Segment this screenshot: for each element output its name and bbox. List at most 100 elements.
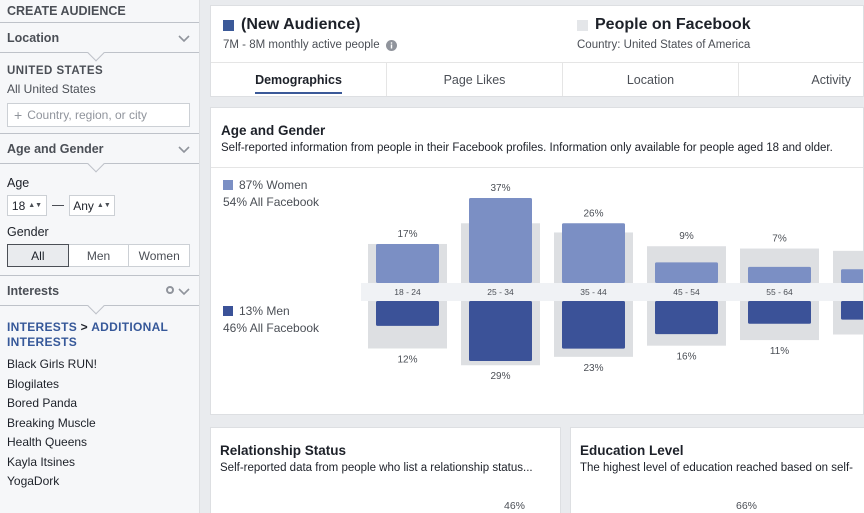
age-min-value: 18: [11, 198, 26, 213]
chevron-down-icon[interactable]: [177, 31, 191, 45]
create-audience-header: CREATE AUDIENCE: [7, 4, 126, 18]
interest-item[interactable]: Bored Panda: [7, 396, 78, 410]
education-card: Education Level The highest level of edu…: [570, 427, 864, 513]
tick-label: 18 - 24: [394, 287, 421, 297]
age-gender-body: Age 18 ▲▼ Any ▲▼ Gender All Men Women: [0, 164, 199, 273]
relationship-card: Relationship Status Self-reported data f…: [210, 427, 561, 513]
gender-label: Gender: [7, 225, 49, 239]
tab-location[interactable]: Location: [563, 63, 739, 96]
location-section-label: Location: [7, 30, 60, 45]
interest-list: Black Girls RUN! Blogilates Bored Panda …: [7, 355, 192, 492]
tab-demographics[interactable]: Demographics: [211, 63, 387, 96]
age-range-dash: [52, 205, 64, 206]
audience-size: 7M - 8M monthly active people: [223, 39, 397, 51]
stepper-icon: ▲▼: [96, 202, 111, 209]
data-label-women: 9%: [679, 231, 694, 242]
education-title: Education Level: [580, 443, 684, 458]
audience-size-text: 7M - 8M monthly active people: [223, 39, 380, 51]
men-percentage: 13% Men: [239, 304, 290, 318]
age-max-select[interactable]: Any ▲▼: [69, 195, 115, 216]
location-input-placeholder: Country, region, or city: [27, 108, 148, 122]
audience-title-text: (New Audience): [241, 16, 361, 33]
tab-activity[interactable]: Activity: [811, 72, 851, 87]
card-divider: [211, 167, 863, 168]
gender-women-button[interactable]: Women: [128, 244, 191, 267]
comparison-color-swatch: [577, 19, 588, 31]
women-legend: 87% Women 54% All Facebook: [223, 177, 319, 211]
comparison-title-text: People on Facebook: [595, 16, 751, 33]
tick-label: 55 - 64: [766, 287, 793, 297]
interests-link[interactable]: INTERESTS: [7, 320, 78, 334]
men-all-facebook: 46% All Facebook: [223, 321, 320, 335]
data-label-women: 7%: [772, 234, 787, 245]
location-input[interactable]: + Country, region, or city: [7, 103, 190, 127]
audience-color-swatch: [223, 19, 234, 31]
relationship-peak-label: 46%: [504, 500, 526, 512]
tab-page-likes[interactable]: Page Likes: [387, 63, 563, 96]
tab-bar: Demographics Page Likes Location Activit…: [211, 62, 863, 96]
data-label-men: 12%: [397, 354, 417, 365]
additional-interests-link[interactable]: ADDITIONAL INTERESTS: [7, 320, 168, 349]
bar-women: [376, 243, 439, 283]
tick-label: 45 - 54: [673, 287, 700, 297]
breadcrumb-separator: >: [77, 320, 92, 334]
plus-icon: +: [14, 107, 23, 123]
data-label-women: 17%: [397, 229, 417, 240]
axis-band: [361, 283, 863, 301]
men-swatch: [223, 306, 233, 316]
bar-women: [655, 262, 718, 283]
bar-women: [562, 223, 625, 283]
bar-women: [469, 198, 532, 283]
bar-women: [748, 266, 811, 283]
tick-label: 35 - 44: [580, 287, 607, 297]
tick-label: 25 - 34: [487, 287, 514, 297]
age-min-select[interactable]: 18 ▲▼: [7, 195, 47, 216]
women-all-facebook: 54% All Facebook: [223, 195, 320, 209]
interest-item[interactable]: Blogilates: [7, 376, 60, 391]
data-label-men: 23%: [583, 363, 603, 374]
bar-men: [562, 301, 625, 349]
comparison-title: People on Facebook: [577, 16, 751, 34]
data-label-men: 29%: [490, 371, 510, 382]
location-body: UNITED STATES All United States + Countr…: [0, 53, 199, 133]
gender-men-button[interactable]: Men: [67, 244, 130, 267]
interest-item[interactable]: Health Queens: [7, 435, 88, 449]
interests-section-label: Interests: [7, 283, 60, 298]
bar-men: [655, 301, 718, 335]
bar-men: [748, 301, 811, 324]
bar-men: [841, 301, 863, 320]
gear-icon[interactable]: [165, 285, 175, 295]
country-name: UNITED STATES: [7, 65, 104, 77]
audience-header-card: (New Audience) 7M - 8M monthly active pe…: [210, 5, 864, 97]
education-subtitle: The highest level of education reached b…: [580, 462, 853, 474]
age-gender-section-header[interactable]: Age and Gender: [0, 133, 199, 173]
interests-breadcrumb: INTERESTS > ADDITIONAL INTERESTS: [7, 320, 192, 350]
interest-item[interactable]: Kayla Itsines: [7, 454, 76, 469]
info-icon[interactable]: [385, 39, 397, 51]
location-section-header[interactable]: Location: [0, 22, 199, 62]
age-gender-chart: 17% 12% 37% 29% 26% 23% 9% 16% 7% 11% 18 - 24 25 - …: [361, 183, 863, 382]
men-legend: 13% Men 46% All Facebook: [223, 303, 319, 337]
bar-men: [376, 301, 439, 326]
interest-item[interactable]: Black Girls RUN!: [7, 357, 98, 371]
interest-item[interactable]: YogaDork: [7, 474, 60, 488]
bar-men: [469, 301, 532, 361]
age-max-value: Any: [73, 198, 94, 213]
age-row: 18 ▲▼ Any ▲▼: [7, 195, 192, 216]
age-gender-section-label: Age and Gender: [7, 141, 104, 156]
age-gender-title: Age and Gender: [221, 123, 326, 138]
education-peak-label: 66%: [736, 500, 758, 512]
data-label-men: 11%: [770, 346, 789, 357]
age-gender-subtitle: Self-reported information from people in…: [221, 142, 833, 154]
gender-all-button[interactable]: All: [7, 244, 69, 267]
chevron-down-icon[interactable]: [177, 284, 191, 298]
relationship-subtitle: Self-reported data from people who list …: [220, 462, 533, 474]
sidebar: CREATE AUDIENCE Location UNITED STATES A…: [0, 0, 200, 513]
data-label-men: 16%: [676, 352, 696, 363]
chevron-down-icon[interactable]: [177, 142, 191, 156]
interests-section-header[interactable]: Interests: [0, 275, 199, 315]
interest-item[interactable]: Breaking Muscle: [7, 415, 96, 430]
bar-women: [841, 269, 863, 283]
stepper-icon: ▲▼: [28, 202, 43, 209]
main-panel: (New Audience) 7M - 8M monthly active pe…: [210, 0, 864, 513]
